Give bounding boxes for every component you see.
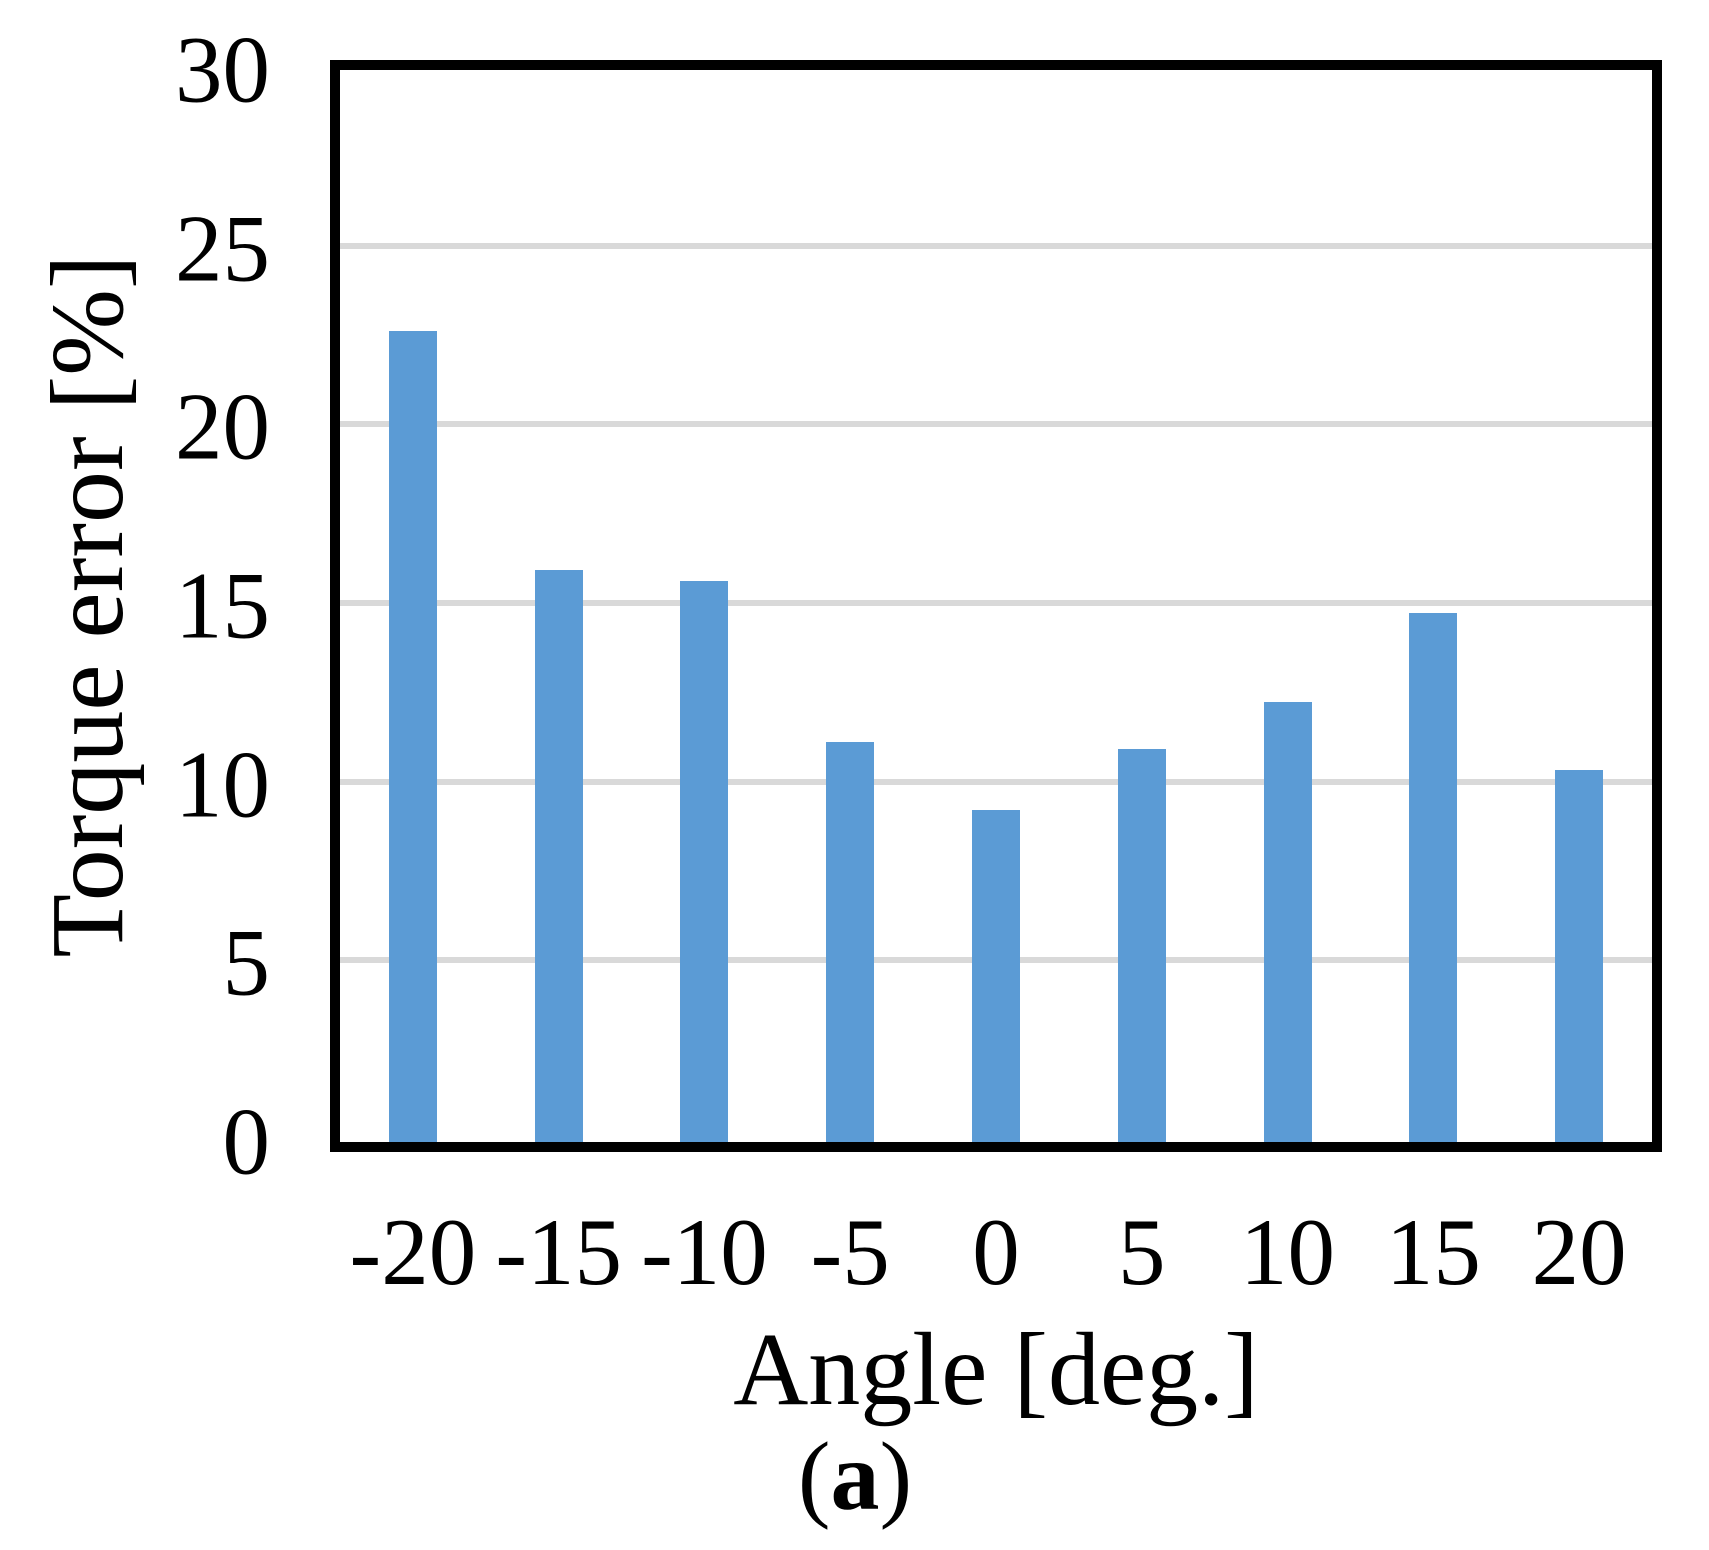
y-tick-label-20: 20 xyxy=(175,373,270,480)
x-axis-title: Angle [deg.] xyxy=(733,1312,1259,1427)
x-tick-label--15: -15 xyxy=(495,1199,622,1305)
x-tick-label-0: 0 xyxy=(972,1199,1020,1305)
y-tick-label-5: 5 xyxy=(222,909,271,1016)
bar--20 xyxy=(388,330,437,1142)
x-tick-label--20: -20 xyxy=(349,1199,477,1305)
gridline-25 xyxy=(340,242,1652,249)
y-tick-label-30: 30 xyxy=(175,16,270,123)
bar--10 xyxy=(680,581,729,1142)
y-tick-label-15: 15 xyxy=(175,552,270,659)
x-tick-label-5: 5 xyxy=(1118,1199,1166,1305)
x-tick-label-10: 10 xyxy=(1240,1199,1336,1305)
x-tick-label--5: -5 xyxy=(810,1199,890,1305)
x-tick-label-15: 15 xyxy=(1385,1199,1481,1305)
bar-5 xyxy=(1117,748,1166,1142)
gridline-15 xyxy=(340,600,1652,606)
bar--15 xyxy=(534,570,583,1142)
gridline-20 xyxy=(340,421,1652,428)
y-axis-title: Torque error [%] xyxy=(30,254,145,958)
caption-close-paren: ) xyxy=(879,1423,913,1531)
gridline-10 xyxy=(340,778,1652,785)
bar-10 xyxy=(1263,702,1312,1142)
figure-caption: (a) xyxy=(798,1428,912,1526)
caption-letter: a xyxy=(830,1423,880,1531)
bar-0 xyxy=(972,809,1020,1142)
bar-20 xyxy=(1555,770,1604,1142)
x-tick-label--10: -10 xyxy=(641,1199,768,1305)
bar--5 xyxy=(826,741,875,1142)
bar-15 xyxy=(1409,613,1458,1142)
plot-area xyxy=(340,70,1652,1142)
x-tick-label-20: 20 xyxy=(1531,1199,1627,1305)
y-tick-label-10: 10 xyxy=(175,731,270,838)
y-tick-label-0: 0 xyxy=(222,1088,271,1195)
y-tick-label-25: 25 xyxy=(175,195,270,302)
caption-open-paren: ( xyxy=(797,1423,831,1531)
